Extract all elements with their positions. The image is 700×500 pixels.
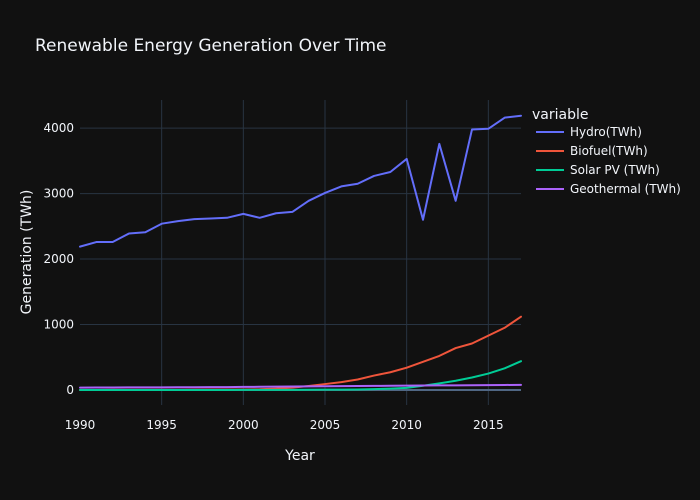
y-tick-label: 0 bbox=[66, 383, 74, 397]
x-tick-label: 2010 bbox=[391, 418, 422, 432]
legend-items: Hydro(TWh) Biofuel(TWh) Solar PV (TWh) Geot… bbox=[536, 125, 681, 196]
x-axis-title: Year bbox=[284, 448, 315, 464]
series-line-0[interactable] bbox=[79, 114, 522, 248]
x-tick-label: 2015 bbox=[473, 418, 504, 432]
legend-label: Biofuel(TWh) bbox=[570, 144, 648, 158]
legend-label: Geothermal (TWh) bbox=[570, 182, 681, 196]
legend-title: variable bbox=[532, 107, 588, 123]
legend-item-1[interactable]: Biofuel(TWh) bbox=[536, 144, 648, 158]
legend[interactable]: variable Hydro(TWh) Biofuel(TWh) Solar PV … bbox=[532, 107, 681, 196]
y-axis-title: Generation (TWh) bbox=[19, 190, 35, 315]
legend-item-0[interactable]: Hydro(TWh) bbox=[536, 125, 642, 139]
y-tick-label: 1000 bbox=[43, 317, 74, 331]
series-line-3[interactable] bbox=[79, 383, 522, 389]
y-tick-label: 2000 bbox=[43, 252, 74, 266]
legend-item-3[interactable]: Geothermal (TWh) bbox=[536, 182, 681, 196]
y-tick-label: 4000 bbox=[43, 121, 74, 135]
legend-item-2[interactable]: Solar PV (TWh) bbox=[536, 163, 660, 177]
series-layer bbox=[79, 114, 522, 391]
legend-label: Solar PV (TWh) bbox=[570, 163, 660, 177]
x-tick-label: 1990 bbox=[65, 418, 96, 432]
x-tick-label: 1995 bbox=[146, 418, 177, 432]
legend-label: Hydro(TWh) bbox=[570, 125, 642, 139]
plot-area bbox=[80, 100, 521, 405]
chart-title: Renewable Energy Generation Over Time bbox=[35, 36, 387, 56]
series-line-2[interactable] bbox=[79, 360, 522, 391]
y-tick-label: 3000 bbox=[43, 187, 74, 201]
x-tick-label: 2005 bbox=[310, 418, 341, 432]
tick-layer: 1990 1995 2000 2005 2010 2015 0 1000 2000 3000 400… bbox=[43, 121, 503, 432]
x-tick-label: 2000 bbox=[228, 418, 259, 432]
